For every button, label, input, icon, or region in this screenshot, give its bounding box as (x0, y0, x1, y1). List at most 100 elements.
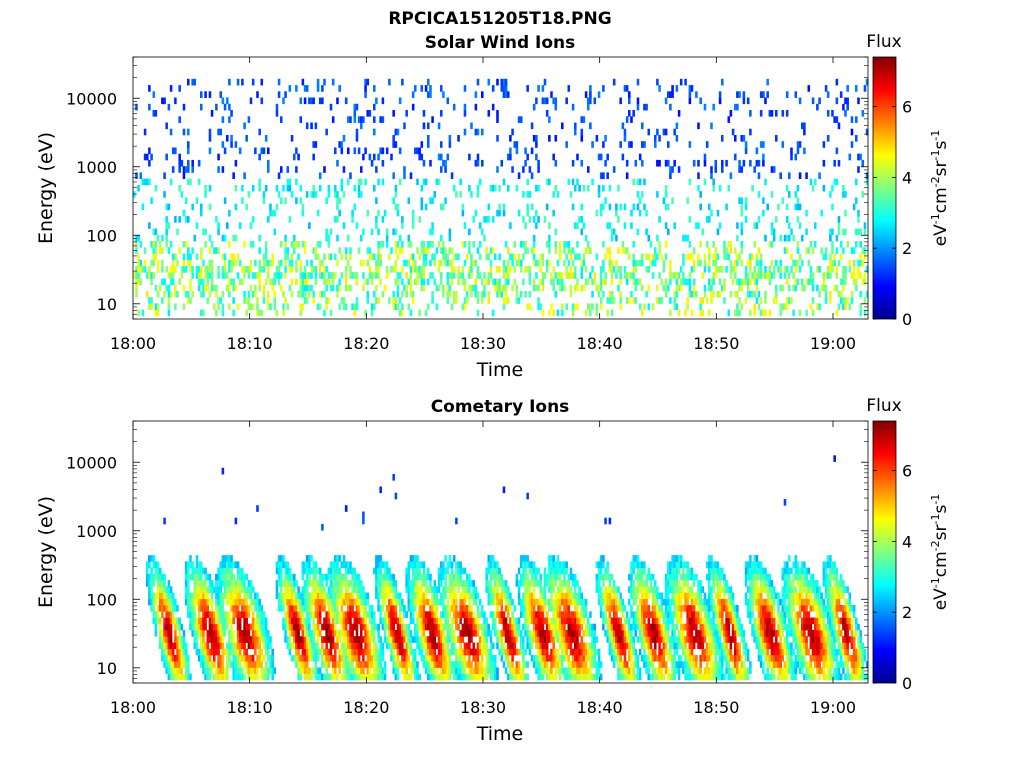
heatmap-cell (262, 636, 266, 643)
heatmap-cell (323, 648, 326, 656)
heatmap-cell (277, 259, 281, 267)
heatmap-cell (396, 592, 400, 600)
heatmap-cell (848, 153, 852, 161)
heatmap-cell (208, 247, 212, 254)
heatmap-cell (669, 259, 672, 267)
heatmap-cell (223, 573, 227, 581)
heatmap-cell (158, 241, 162, 248)
heatmap-cell (701, 228, 705, 236)
heatmap-cell (842, 266, 845, 273)
heatmap-cell (442, 630, 445, 637)
heatmap-cell (541, 642, 545, 650)
heatmap-cell (200, 266, 203, 273)
heatmap-cell (204, 580, 207, 587)
heatmap-cell (550, 303, 553, 311)
heatmap-cell (673, 272, 676, 279)
heatmap-cell (667, 284, 670, 292)
heatmap-cell (403, 648, 406, 656)
heatmap-cell (202, 623, 205, 631)
heatmap-cell (327, 191, 331, 198)
heatmap-cell (370, 303, 374, 311)
heatmap-cell (375, 673, 378, 681)
heatmap-cell (219, 636, 223, 643)
heatmap-cell (383, 667, 387, 675)
heatmap-cell (178, 278, 181, 286)
heatmap-cell (202, 580, 205, 587)
heatmap-cell (383, 661, 387, 668)
heatmap-cell (708, 284, 711, 292)
heatmap-cell (528, 216, 532, 223)
heatmap-cell (167, 630, 171, 637)
heatmap-cell (349, 172, 352, 180)
heatmap-cell (249, 605, 253, 612)
heatmap-cell (861, 191, 865, 198)
heatmap-cell (483, 642, 486, 650)
heatmap-cell (478, 611, 482, 618)
heatmap-cell (520, 259, 523, 267)
heatmap-cell (394, 184, 398, 192)
panel-solar-wind-ions: Solar Wind Ions 18:00 18:10 18:20 18:30 18:4… (35, 32, 951, 381)
heatmap-cell (433, 648, 437, 656)
heatmap-cell (388, 78, 391, 86)
heatmap-cell (541, 661, 545, 668)
heatmap-cell (511, 630, 514, 637)
heatmap-cell (180, 642, 184, 650)
heatmap-cell (507, 586, 510, 593)
heatmap-cell (344, 636, 348, 643)
heatmap-cell (191, 203, 194, 211)
heatmap-cell (556, 278, 560, 286)
heatmap-cell (524, 241, 527, 248)
heatmap-cell (576, 178, 579, 186)
heatmap-cell (656, 284, 659, 292)
heatmap-cell (321, 598, 324, 606)
heatmap-cell (338, 654, 341, 662)
heatmap-cell (520, 636, 523, 643)
heatmap-cell (485, 648, 488, 656)
heatmap-cell (260, 661, 264, 668)
heatmap-cell (254, 661, 257, 668)
heatmap-cell (251, 241, 255, 248)
heatmap-cell (394, 654, 398, 662)
heatmap-cell (811, 297, 815, 304)
heatmap-cell (682, 253, 685, 261)
heatmap-cell (835, 97, 839, 105)
heatmap-cell (318, 667, 322, 675)
heatmap-cell (206, 297, 210, 304)
heatmap-cell (191, 272, 194, 279)
heatmap-cell (409, 630, 413, 637)
heatmap-cell (507, 592, 510, 600)
heatmap-cell (835, 234, 839, 242)
heatmap-cell (215, 573, 218, 581)
heatmap-cell (303, 654, 307, 662)
heatmap-cell (697, 159, 700, 167)
heatmap-cell (452, 598, 456, 606)
heatmap-cell (221, 272, 225, 279)
heatmap-cell (407, 598, 411, 606)
heatmap-cell (714, 166, 718, 173)
heatmap-cell (202, 284, 205, 292)
heatmap-cell (366, 611, 370, 618)
heatmap-cell (662, 259, 666, 267)
heatmap-cell (857, 272, 860, 279)
heatmap-cell (604, 253, 607, 261)
heatmap-cell (256, 272, 259, 279)
heatmap-cell (327, 234, 331, 242)
heatmap-cell (688, 85, 692, 92)
heatmap-cell (522, 623, 525, 631)
heatmap-cell (228, 654, 231, 662)
heatmap-cell (202, 592, 205, 600)
heatmap-cell (470, 673, 473, 681)
heatmap-cell (494, 284, 497, 292)
heatmap-cell (740, 303, 744, 311)
heatmap-cell (336, 605, 339, 612)
heatmap-cell (850, 128, 854, 136)
heatmap-cell (762, 272, 765, 279)
heatmap-cell (204, 661, 207, 668)
heatmap-cell (829, 297, 832, 304)
heatmap-cell (392, 598, 395, 606)
heatmap-cell (195, 617, 199, 625)
heatmap-cell (286, 598, 290, 606)
heatmap-cell (368, 667, 372, 675)
heatmap-cell (459, 561, 462, 569)
heatmap-cell (822, 184, 826, 192)
